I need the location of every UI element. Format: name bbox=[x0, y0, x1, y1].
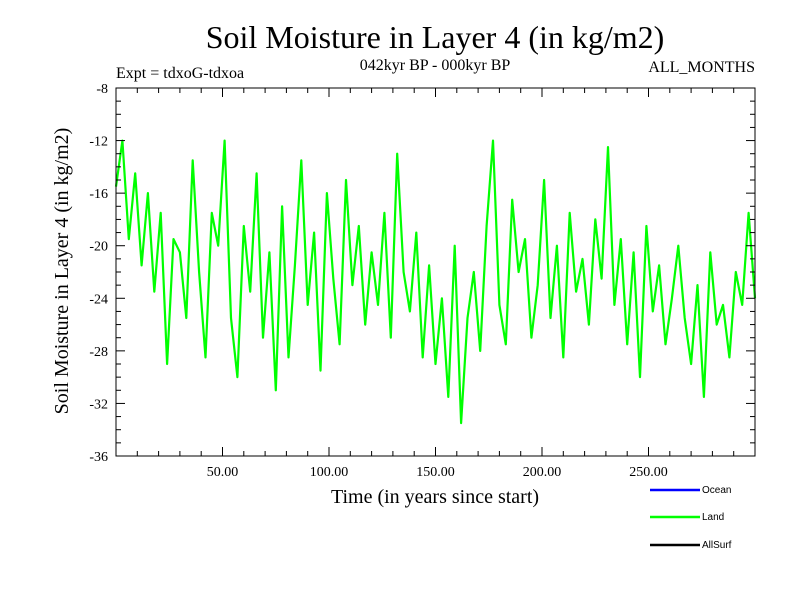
chart-subtitle-center: 042kyr BP - 000kyr BP bbox=[360, 57, 511, 74]
chart-subtitle-left: Expt = tdxoG-tdxoa bbox=[116, 65, 244, 82]
y-tick-label: -24 bbox=[89, 292, 108, 307]
legend-label-ocean: Ocean bbox=[702, 485, 731, 496]
y-tick-labels: -8 -12 -16 -20 -24 -28 -32 -36 bbox=[89, 82, 108, 465]
y-axis-label: Soil Moisture in Layer 4 (in kg/m2) bbox=[51, 128, 73, 415]
chart-subtitle-right: ALL_MONTHS bbox=[648, 59, 755, 76]
x-tick-label: 100.00 bbox=[310, 465, 349, 480]
x-tick-label: 50.00 bbox=[207, 465, 239, 480]
x-axis-label: Time (in years since start) bbox=[331, 486, 539, 508]
legend-label-allsurf: AllSurf bbox=[702, 540, 732, 551]
plot-series bbox=[114, 139, 757, 425]
legend: Ocean Land AllSurf bbox=[650, 485, 732, 551]
series-line-land bbox=[114, 139, 757, 425]
x-tick-label: 250.00 bbox=[629, 465, 668, 480]
y-tick-label: -16 bbox=[89, 187, 108, 202]
x-tick-label: 200.00 bbox=[523, 465, 562, 480]
y-tick-label: -12 bbox=[89, 135, 108, 150]
y-tick-label: -32 bbox=[89, 397, 108, 412]
legend-label-land: Land bbox=[702, 512, 724, 523]
x-tick-labels: 50.00 100.00 150.00 200.00 250.00 bbox=[207, 465, 668, 480]
chart-title: Soil Moisture in Layer 4 (in kg/m2) bbox=[206, 19, 665, 55]
y-tick-label: -28 bbox=[89, 345, 108, 360]
y-tick-label: -36 bbox=[89, 450, 108, 465]
y-tick-label: -8 bbox=[96, 82, 108, 97]
axis-ticks bbox=[116, 87, 755, 457]
y-tick-label: -20 bbox=[89, 240, 108, 255]
x-tick-label: 150.00 bbox=[416, 465, 455, 480]
